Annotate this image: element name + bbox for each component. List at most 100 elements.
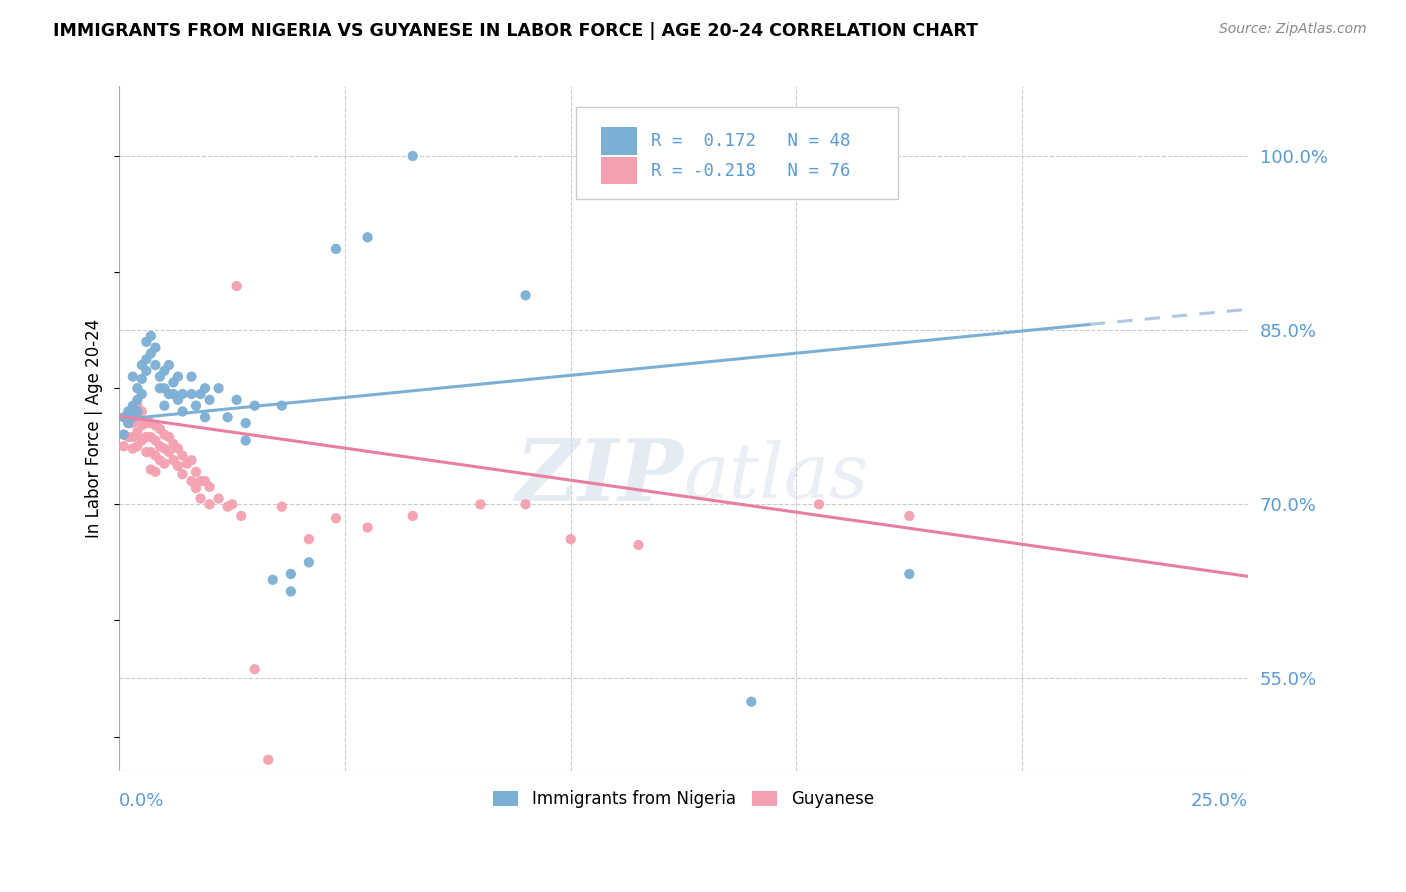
- Point: [560, 532, 582, 546]
- Point: [225, 279, 247, 293]
- Point: [112, 439, 135, 453]
- Point: [157, 358, 180, 372]
- Bar: [602, 157, 637, 185]
- Point: [162, 437, 184, 451]
- Point: [190, 387, 212, 401]
- Point: [280, 566, 302, 581]
- Point: [515, 288, 537, 302]
- Point: [157, 430, 180, 444]
- Point: [145, 465, 167, 479]
- Point: [235, 416, 257, 430]
- Point: [172, 404, 194, 418]
- Point: [131, 434, 153, 448]
- Point: [121, 410, 143, 425]
- Point: [149, 422, 172, 436]
- Point: [145, 434, 167, 448]
- Text: atlas: atlas: [683, 440, 869, 514]
- Point: [121, 430, 143, 444]
- Point: [198, 497, 221, 511]
- Point: [217, 410, 239, 425]
- Point: [167, 458, 190, 473]
- Point: [231, 508, 253, 523]
- Point: [298, 555, 321, 569]
- Point: [167, 392, 190, 407]
- Point: [470, 497, 492, 511]
- Point: [162, 376, 184, 390]
- Point: [184, 399, 207, 413]
- Point: [190, 491, 212, 506]
- Point: [145, 358, 167, 372]
- Point: [127, 399, 149, 413]
- Point: [153, 364, 176, 378]
- Point: [135, 416, 157, 430]
- Point: [898, 508, 921, 523]
- Text: 25.0%: 25.0%: [1191, 792, 1249, 810]
- Point: [176, 457, 198, 471]
- Point: [131, 372, 153, 386]
- Point: [627, 538, 650, 552]
- Point: [131, 404, 153, 418]
- Point: [270, 500, 292, 514]
- Point: [127, 381, 149, 395]
- Point: [139, 462, 162, 476]
- Point: [172, 449, 194, 463]
- Point: [190, 474, 212, 488]
- Point: [117, 430, 139, 444]
- Point: [157, 387, 180, 401]
- Point: [198, 392, 221, 407]
- Point: [131, 418, 153, 433]
- Point: [131, 358, 153, 372]
- Point: [356, 520, 378, 534]
- Point: [117, 404, 139, 418]
- Point: [145, 341, 167, 355]
- Point: [112, 427, 135, 442]
- Point: [262, 573, 284, 587]
- Y-axis label: In Labor Force | Age 20-24: In Labor Force | Age 20-24: [86, 319, 103, 539]
- Point: [149, 439, 172, 453]
- Point: [157, 445, 180, 459]
- Point: [207, 491, 229, 506]
- Text: ZIP: ZIP: [516, 435, 683, 518]
- Point: [225, 392, 247, 407]
- Point: [207, 381, 229, 395]
- Point: [198, 480, 221, 494]
- Point: [139, 430, 162, 444]
- Point: [808, 497, 831, 511]
- Text: R =  0.172   N = 48: R = 0.172 N = 48: [651, 132, 851, 150]
- Point: [127, 425, 149, 440]
- Point: [257, 753, 280, 767]
- Point: [127, 404, 149, 418]
- Point: [325, 511, 347, 525]
- Text: 0.0%: 0.0%: [120, 792, 165, 810]
- Point: [127, 392, 149, 407]
- Bar: [602, 128, 637, 155]
- Point: [135, 445, 157, 459]
- Point: [153, 381, 176, 395]
- Text: IMMIGRANTS FROM NIGERIA VS GUYANESE IN LABOR FORCE | AGE 20-24 CORRELATION CHART: IMMIGRANTS FROM NIGERIA VS GUYANESE IN L…: [53, 22, 979, 40]
- Point: [149, 453, 172, 467]
- Point: [235, 434, 257, 448]
- Point: [153, 399, 176, 413]
- Point: [135, 430, 157, 444]
- Point: [149, 369, 172, 384]
- Point: [139, 329, 162, 343]
- Point: [402, 149, 425, 163]
- Point: [135, 364, 157, 378]
- Point: [117, 410, 139, 425]
- Point: [127, 410, 149, 425]
- Point: [270, 399, 292, 413]
- Point: [117, 416, 139, 430]
- Point: [180, 474, 202, 488]
- Point: [280, 584, 302, 599]
- Point: [149, 381, 172, 395]
- Point: [127, 439, 149, 453]
- Point: [180, 387, 202, 401]
- Point: [121, 416, 143, 430]
- Point: [243, 662, 266, 676]
- Point: [153, 442, 176, 456]
- Point: [180, 453, 202, 467]
- Point: [112, 427, 135, 442]
- Point: [131, 387, 153, 401]
- Point: [194, 381, 217, 395]
- Point: [145, 449, 167, 463]
